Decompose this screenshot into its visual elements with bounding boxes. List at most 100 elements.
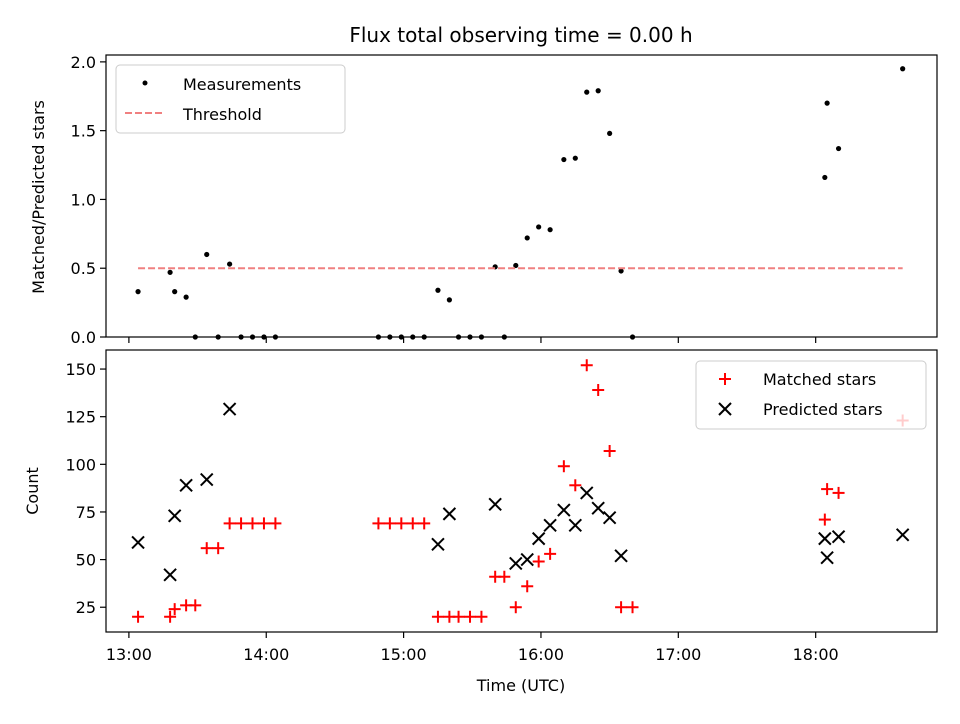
count-x-axis-label: Time (UTC) [476, 676, 565, 695]
matched-stars-point [200, 542, 213, 555]
count-series [131, 359, 910, 623]
predicted-stars-point [543, 518, 557, 533]
chart-title: Flux total observing time = 0.00 h [349, 23, 692, 47]
predicted-stars-point [488, 497, 502, 512]
matched-stars-point [626, 601, 639, 614]
matched-stars-point [463, 610, 476, 623]
matched-stars-point [557, 460, 570, 473]
measurement-point [375, 334, 382, 340]
measurement-point [215, 334, 221, 340]
matched-stars-point [212, 542, 225, 555]
predicted-stars-point [591, 501, 605, 515]
count-x-axis: 13:00 14:00 15:00 16:00 17:00 18:00 [106, 632, 839, 664]
y-tick-label: 0.5 [71, 259, 96, 278]
count-y-axis-label: Count [23, 467, 42, 515]
predicted-stars-point [442, 507, 457, 521]
measurement-point [513, 262, 519, 269]
measurement-point [824, 100, 830, 106]
matched-stars-point [246, 517, 259, 530]
matched-stars-point [532, 555, 545, 568]
y-tick-label: 2.0 [71, 53, 96, 72]
measurement-point [501, 334, 507, 340]
ratio-y-axis: 0.0 0.5 1.0 1.5 2.0 [71, 53, 106, 347]
matched-stars-point [498, 570, 511, 583]
legend-threshold-label: Threshold [182, 105, 262, 124]
predicted-stars-point [831, 530, 846, 544]
measurement-point [900, 66, 906, 72]
y-tick-label: 1.5 [71, 122, 96, 141]
measurement-point [524, 235, 530, 241]
measurement-point [618, 268, 624, 274]
predicted-stars-point [818, 531, 832, 546]
ratio-panel: Flux total observing time = 0.00 h 0.00.… [29, 23, 938, 347]
y-tick-label: 1.0 [71, 190, 96, 209]
predicted-stars-point [602, 510, 617, 525]
x-tick-label: 13:00 [106, 645, 152, 664]
matched-stars-point [603, 444, 616, 457]
measurement-point [135, 289, 141, 295]
matched-stars-point [615, 601, 628, 614]
x-tick-label: 18:00 [793, 645, 839, 664]
measurement-point [584, 89, 590, 95]
x-tick-label: 14:00 [243, 645, 289, 664]
measurement-point [261, 334, 267, 340]
matched-stars-point [475, 610, 488, 623]
predicted-stars-point [531, 531, 546, 546]
measurement-point [572, 155, 578, 161]
predicted-stars-point [520, 552, 534, 567]
matched-stars-point [223, 517, 236, 530]
ratio-y-axis-label: Matched/Predicted stars [29, 100, 48, 294]
measurement-point [192, 334, 198, 340]
matched-stars-point [431, 610, 444, 623]
measurement-point [421, 334, 427, 340]
measurement-point [478, 334, 485, 340]
measurement-point [446, 297, 452, 303]
measurement-point [629, 334, 636, 340]
predicted-stars-point [163, 568, 177, 582]
matched-stars-point [521, 580, 534, 593]
matched-stars-point [832, 486, 845, 499]
ratio-series [135, 66, 906, 340]
matched-stars-point [406, 517, 419, 530]
y-tick-label: 25 [76, 598, 96, 617]
ratio-legend-box [115, 64, 346, 134]
measurement-point [410, 334, 416, 340]
x-tick-label: 17:00 [655, 645, 701, 664]
y-tick-label: 75 [76, 503, 96, 522]
matched-stars-point [580, 359, 593, 372]
matched-stars-point [821, 483, 834, 496]
measurement-point [249, 334, 256, 340]
measurement-point [561, 156, 567, 163]
measurement-point [595, 88, 601, 94]
matched-stars-point [509, 601, 522, 614]
measurement-point [435, 287, 441, 293]
legend-measurements-marker [142, 80, 148, 86]
measurement-point [272, 334, 279, 340]
measurement-point [238, 334, 244, 340]
measurement-point [536, 224, 542, 230]
legend-measurements-label: Measurements [183, 75, 301, 94]
measurement-point [398, 334, 404, 340]
matched-stars-point [132, 610, 145, 623]
matched-stars-point [383, 517, 396, 530]
predicted-stars-point [820, 550, 834, 565]
legend-predicted-marker [718, 402, 732, 416]
predicted-stars-point [509, 556, 523, 571]
matched-stars-point [544, 547, 557, 560]
matched-stars-point [269, 517, 282, 530]
matched-stars-point [818, 513, 831, 526]
count-y-axis: 25 50 75 100 125 150 [65, 360, 106, 617]
matched-stars-point [235, 517, 248, 530]
matched-stars-point [257, 517, 270, 530]
predicted-stars-point [200, 472, 214, 487]
ratio-legend: Measurements Threshold [115, 64, 346, 134]
y-tick-label: 0.0 [71, 328, 96, 347]
predicted-stars-point [131, 535, 145, 550]
matched-stars-point [569, 479, 582, 492]
predicted-stars-point [895, 528, 910, 542]
predicted-stars-point [179, 478, 193, 492]
measurement-point [183, 294, 189, 300]
measurement-point [387, 334, 393, 340]
measurement-point [455, 334, 462, 340]
